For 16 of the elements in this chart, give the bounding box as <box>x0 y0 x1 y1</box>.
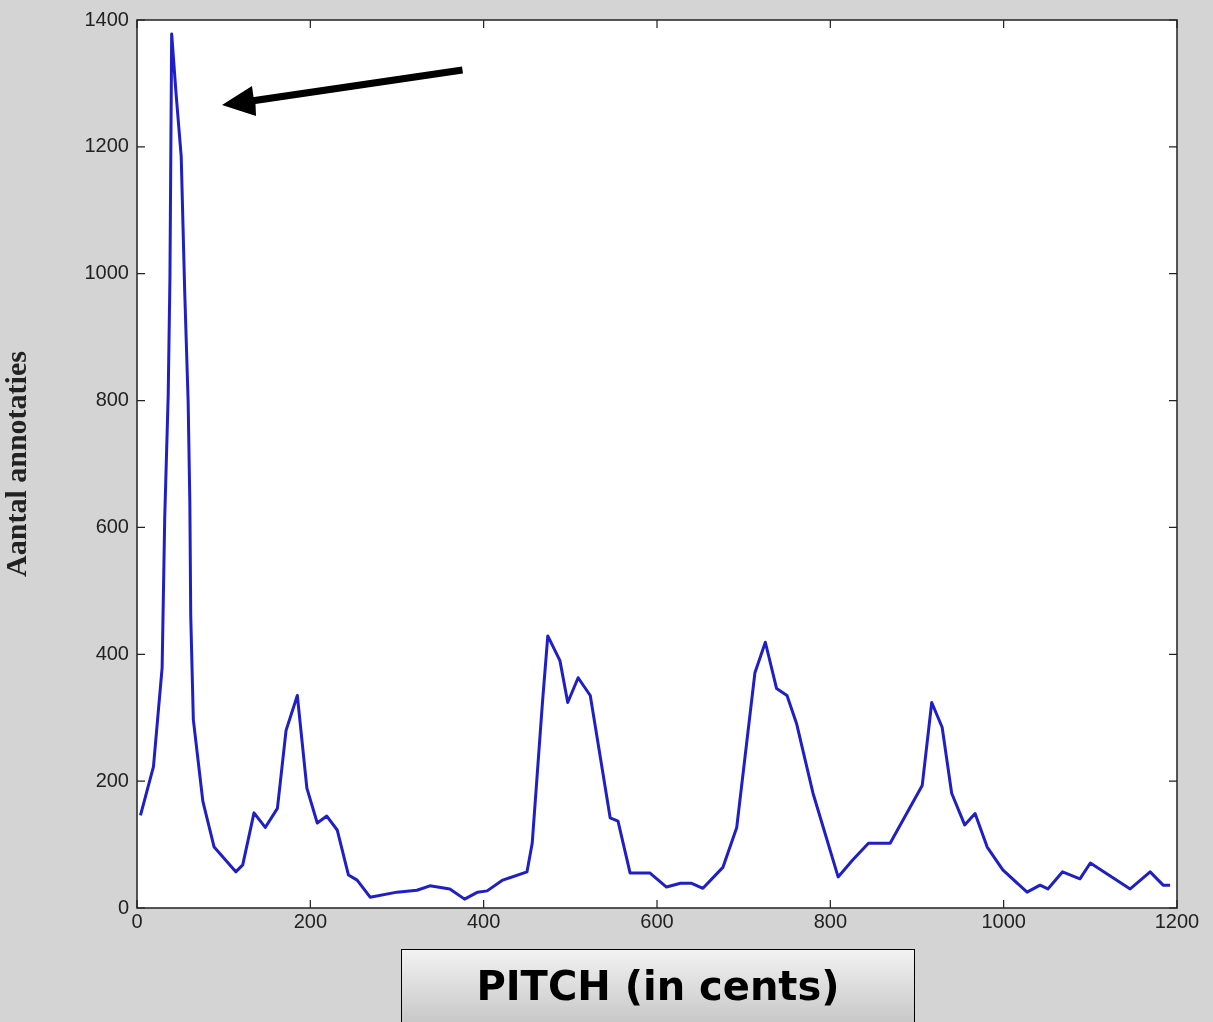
y-tick-label: 600 <box>95 514 129 537</box>
x-tick-label: 800 <box>813 909 848 932</box>
y-tick-label: 1200 <box>84 134 129 157</box>
y-tick-label: 400 <box>95 641 129 664</box>
x-tick-label: 200 <box>293 909 328 932</box>
y-tick-label: 0 <box>117 895 129 918</box>
y-tick-label: 1400 <box>84 7 129 30</box>
y-tick-label: 800 <box>95 388 129 411</box>
x-tick-label: 1200 <box>1154 909 1200 932</box>
x-tick-label: 400 <box>466 909 501 932</box>
x-tick-label: 600 <box>640 909 674 932</box>
y-tick-label: 1000 <box>84 261 129 284</box>
y-axis-title: Aantal annotaties <box>0 351 32 577</box>
y-tick-label: 200 <box>95 768 129 791</box>
x-tick-label: 0 <box>131 909 143 932</box>
x-tick-label: 1000 <box>981 909 1026 932</box>
